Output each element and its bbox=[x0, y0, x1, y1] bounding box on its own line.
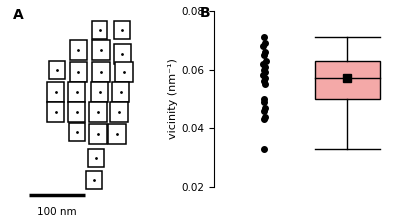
Bar bbox=[108, 124, 126, 144]
Bar bbox=[114, 22, 130, 39]
Bar bbox=[89, 102, 106, 122]
Bar bbox=[70, 62, 87, 82]
Text: 100 nm: 100 nm bbox=[38, 207, 77, 215]
Bar bbox=[110, 102, 128, 122]
Text: A: A bbox=[13, 8, 24, 22]
Bar bbox=[70, 40, 87, 60]
Bar bbox=[92, 40, 110, 60]
Bar bbox=[114, 45, 131, 64]
Bar bbox=[47, 102, 64, 122]
Bar bbox=[88, 149, 104, 167]
Bar bbox=[314, 61, 380, 99]
Bar bbox=[92, 22, 108, 39]
Bar bbox=[86, 171, 102, 189]
Bar bbox=[68, 82, 86, 102]
Bar bbox=[115, 62, 133, 82]
Y-axis label: vicinity (nm⁻¹): vicinity (nm⁻¹) bbox=[168, 58, 178, 139]
Bar bbox=[68, 102, 86, 122]
Bar bbox=[47, 82, 64, 102]
Bar bbox=[91, 82, 108, 102]
Text: B: B bbox=[200, 6, 211, 20]
Bar bbox=[112, 82, 130, 102]
Bar bbox=[92, 62, 110, 82]
Bar bbox=[89, 124, 106, 144]
Bar bbox=[49, 61, 65, 79]
Bar bbox=[69, 123, 84, 141]
